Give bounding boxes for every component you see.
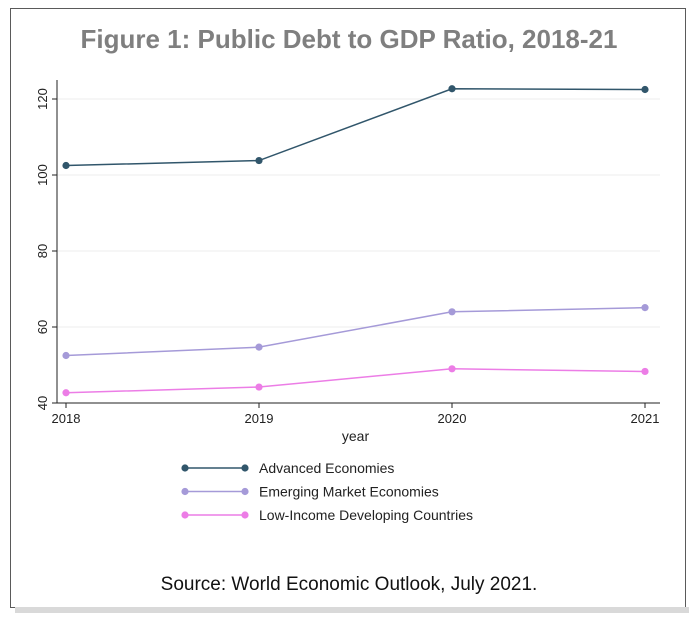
legend-swatch-marker [241,511,249,519]
x-tick-label: 2018 [52,411,81,426]
y-tick-label: 60 [35,320,50,334]
legend-label: Emerging Market Economies [259,484,439,500]
legend-swatch-marker [241,464,249,472]
data-point [448,365,456,373]
data-point [62,161,70,170]
legend-swatch-marker [241,487,249,496]
legend-label: Low-Income Developing Countries [259,507,473,523]
series-line [65,306,646,357]
data-point [448,308,456,316]
data-point [255,383,263,391]
series-line [65,87,646,167]
data-point [62,351,70,360]
legend-swatch-marker [181,487,189,496]
y-tick-label: 100 [35,164,50,186]
x-tick-label: 2019 [245,411,274,426]
source-note: Source: World Economic Outlook, July 202… [160,574,538,595]
y-tick-label: 80 [35,244,50,258]
chart-title: Figure 1: Public Debt to GDP Ratio, 2018… [80,24,618,54]
x-tick-label: 2020 [438,411,467,426]
figure-frame [10,8,689,613]
y-tick-label: 120 [35,88,50,110]
data-point [448,85,456,93]
legend-label: Advanced Economies [259,460,394,476]
legend-swatch-marker [181,464,189,472]
legend-swatch-marker [181,511,189,519]
x-tick-label: 2021 [631,411,660,426]
data-point [255,156,263,165]
x-axis-label: year [342,428,370,444]
data-point [641,304,649,312]
series-line [65,368,646,394]
data-point [255,343,263,351]
data-point [641,367,649,376]
data-point [62,389,70,397]
y-tick-label: 40 [35,396,50,410]
data-point [641,85,649,94]
